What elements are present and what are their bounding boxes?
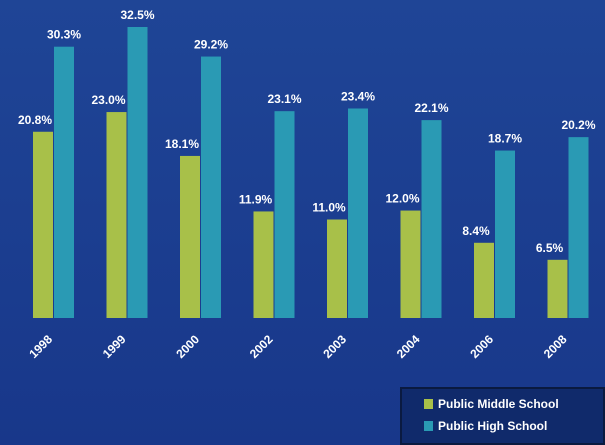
data-label: 22.1%: [414, 101, 448, 115]
bar: [547, 259, 568, 318]
data-label: 8.4%: [462, 224, 490, 238]
data-label: 30.3%: [47, 28, 81, 42]
data-label: 23.1%: [267, 92, 301, 106]
bar: [106, 112, 127, 318]
data-label: 12.0%: [385, 192, 419, 206]
data-label: 20.8%: [18, 113, 52, 127]
legend: Public Middle School Public High School: [400, 387, 605, 445]
bar: [54, 46, 74, 319]
data-label: 32.5%: [120, 8, 154, 22]
bar: [568, 137, 589, 318]
legend-swatch: [424, 399, 433, 409]
bar: [33, 131, 53, 318]
legend-swatch: [424, 421, 433, 431]
data-label: 11.0%: [312, 201, 346, 215]
data-label: 6.5%: [536, 241, 564, 255]
bar: [180, 155, 200, 318]
bar: [253, 211, 274, 318]
data-label: 20.2%: [561, 118, 595, 132]
bar: [201, 56, 221, 318]
legend-box: [400, 387, 605, 445]
data-label: 18.7%: [488, 132, 522, 146]
bar: [348, 108, 368, 318]
bar: [327, 219, 347, 318]
bar: [274, 111, 295, 318]
data-label: 18.1%: [165, 137, 199, 151]
bar: [127, 27, 148, 318]
data-label: 23.0%: [91, 93, 125, 107]
data-label: 23.4%: [341, 89, 375, 103]
data-label: 29.2%: [194, 38, 228, 52]
bar: [400, 210, 421, 318]
data-label: 11.9%: [239, 192, 273, 206]
legend-label: Public High School: [438, 419, 547, 433]
bar: [421, 120, 442, 319]
bar: [495, 150, 515, 318]
legend-label: Public Middle School: [438, 397, 559, 411]
bar: [474, 242, 494, 318]
